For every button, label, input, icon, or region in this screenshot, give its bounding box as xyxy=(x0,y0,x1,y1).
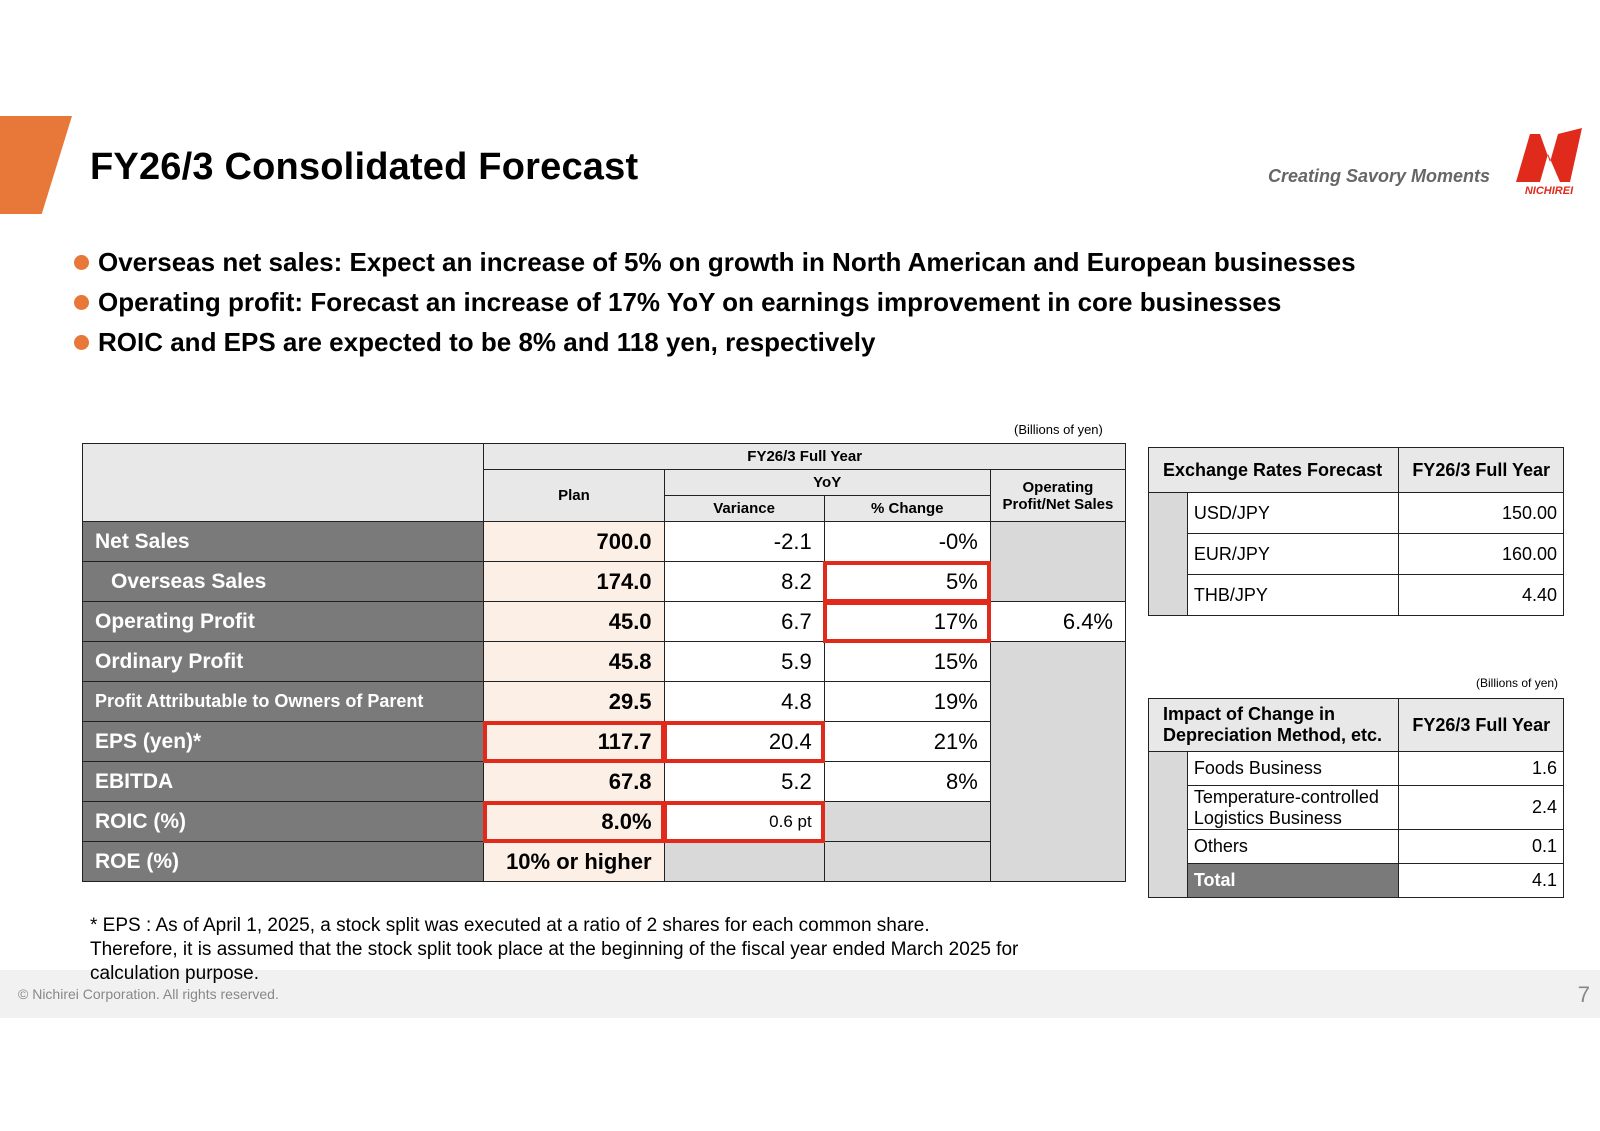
pct-profit-attributable: 19% xyxy=(823,681,991,722)
plan-ebitda: 67.8 xyxy=(483,761,665,802)
plan-header: Plan xyxy=(483,469,665,522)
dep-value-logistics: 2.4 xyxy=(1398,785,1564,830)
dep-value-foods: 1.6 xyxy=(1398,751,1564,786)
corner-header xyxy=(81,443,485,522)
dep-label-total: Total xyxy=(1186,863,1400,898)
row-label-ordinary-profit: Ordinary Profit xyxy=(81,641,485,682)
dep-label-others: Others xyxy=(1186,829,1400,864)
pct-net-sales: -0% xyxy=(823,521,991,562)
variance-ordinary-profit: 5.9 xyxy=(663,641,825,682)
bullet-item: Overseas net sales: Expect an increase o… xyxy=(74,242,1356,282)
fx-header-label: Exchange Rates Forecast xyxy=(1147,447,1400,493)
dep-header-label: Impact of Change in Depreciation Method,… xyxy=(1147,698,1400,752)
plan-eps-highlighted: 117.7 xyxy=(482,720,666,763)
dep-label-foods: Foods Business xyxy=(1186,751,1400,786)
bullet-item: ROIC and EPS are expected to be 8% and 1… xyxy=(74,322,1356,362)
variance-roic-highlighted: 0.6 pt xyxy=(663,800,826,843)
row-label-roe: ROE (%) xyxy=(81,841,485,882)
dep-header-period: FY26/3 Full Year xyxy=(1398,698,1564,752)
page-number: 7 xyxy=(1577,982,1590,1007)
row-label-net-sales: Net Sales xyxy=(81,521,485,562)
pct-ebitda: 8% xyxy=(823,761,991,802)
plan-profit-attributable: 29.5 xyxy=(483,681,665,722)
plan-ordinary-profit: 45.8 xyxy=(483,641,665,682)
fx-value-usd: 150.00 xyxy=(1398,492,1564,534)
row-label-ebitda: EBITDA xyxy=(81,761,485,802)
fx-value-eur: 160.00 xyxy=(1398,533,1564,575)
variance-profit-attributable: 4.8 xyxy=(663,681,825,722)
dep-label-logistics: Temperature-controlled Logistics Busines… xyxy=(1186,785,1400,830)
pct-change-header: % Change xyxy=(823,495,991,522)
dep-indent-cell xyxy=(1148,751,1188,898)
dep-value-total: 4.1 xyxy=(1398,863,1564,898)
fx-label-usd: USD/JPY xyxy=(1186,492,1400,534)
main-table-unit: (Billions of yen) xyxy=(1014,422,1103,437)
fx-header-period: FY26/3 Full Year xyxy=(1398,447,1564,493)
summary-bullets: Overseas net sales: Expect an increase o… xyxy=(74,242,1356,362)
fx-label-eur: EUR/JPY xyxy=(1186,533,1400,575)
header-accent-bar xyxy=(0,116,72,214)
plan-roe: 10% or higher xyxy=(483,841,665,882)
exchange-rate-table: Exchange Rates Forecast FY26/3 Full Year… xyxy=(1147,447,1564,616)
bullet-dot-icon xyxy=(74,334,89,350)
plan-operating-profit: 45.0 xyxy=(483,601,665,642)
dep-value-others: 0.1 xyxy=(1398,829,1564,864)
variance-eps-highlighted: 20.4 xyxy=(663,720,826,763)
row-label-roic: ROIC (%) xyxy=(81,801,485,842)
period-header: FY26/3 Full Year xyxy=(483,443,1126,470)
pct-eps: 21% xyxy=(823,721,991,762)
depreciation-impact-table: Impact of Change in Depreciation Method,… xyxy=(1147,698,1564,898)
margin-operating-profit: 6.4% xyxy=(989,601,1127,642)
dep-table-unit: (Billions of yen) xyxy=(1476,676,1559,690)
op-margin-header: Operating Profit/Net Sales xyxy=(989,469,1127,522)
row-label-eps: EPS (yen)* xyxy=(81,721,485,762)
pct-roic-empty xyxy=(823,801,991,842)
fx-value-thb: 4.40 xyxy=(1398,574,1564,616)
pct-ordinary-profit: 15% xyxy=(823,641,991,682)
eps-footnote: * EPS : As of April 1, 2025, a stock spl… xyxy=(90,915,1019,984)
logo-wordmark: NICHIREI xyxy=(1525,185,1574,197)
variance-header: Variance xyxy=(663,495,825,522)
footer-band xyxy=(0,970,1600,1018)
nichirei-logo: NICHIREI xyxy=(1516,128,1582,197)
pct-roe-empty xyxy=(823,841,991,882)
plan-roic-highlighted: 8.0% xyxy=(482,800,666,843)
pct-overseas-sales-highlighted: 5% xyxy=(823,560,992,603)
variance-operating-profit: 6.7 xyxy=(663,601,825,642)
row-label-profit-attributable: Profit Attributable to Owners of Parent xyxy=(81,681,485,722)
variance-overseas-sales: 8.2 xyxy=(663,561,825,602)
row-label-operating-profit: Operating Profit xyxy=(81,601,485,642)
bullet-item: Operating profit: Forecast an increase o… xyxy=(74,282,1356,322)
plan-net-sales: 700.0 xyxy=(483,521,665,562)
row-label-overseas-sales: Overseas Sales xyxy=(81,561,485,602)
tagline: Creating Savory Moments xyxy=(1268,166,1491,186)
variance-net-sales: -2.1 xyxy=(663,521,825,562)
yoy-header: YoY xyxy=(663,469,991,496)
pct-operating-profit-highlighted: 17% xyxy=(823,600,992,643)
variance-roe-empty xyxy=(663,841,825,882)
copyright: © Nichirei Corporation. All rights reser… xyxy=(18,986,279,1002)
margin-empty-cell xyxy=(989,521,1127,602)
variance-ebitda: 5.2 xyxy=(663,761,825,802)
fx-indent-cell xyxy=(1148,492,1188,616)
bullet-dot-icon xyxy=(74,254,89,270)
fx-label-thb: THB/JPY xyxy=(1186,574,1400,616)
bullet-dot-icon xyxy=(74,294,89,310)
margin-empty-cell xyxy=(989,641,1127,882)
plan-overseas-sales: 174.0 xyxy=(483,561,665,602)
forecast-table: FY26/3 Full Year Plan YoY Operating Prof… xyxy=(81,443,1127,882)
page-title: FY26/3 Consolidated Forecast xyxy=(90,146,639,188)
